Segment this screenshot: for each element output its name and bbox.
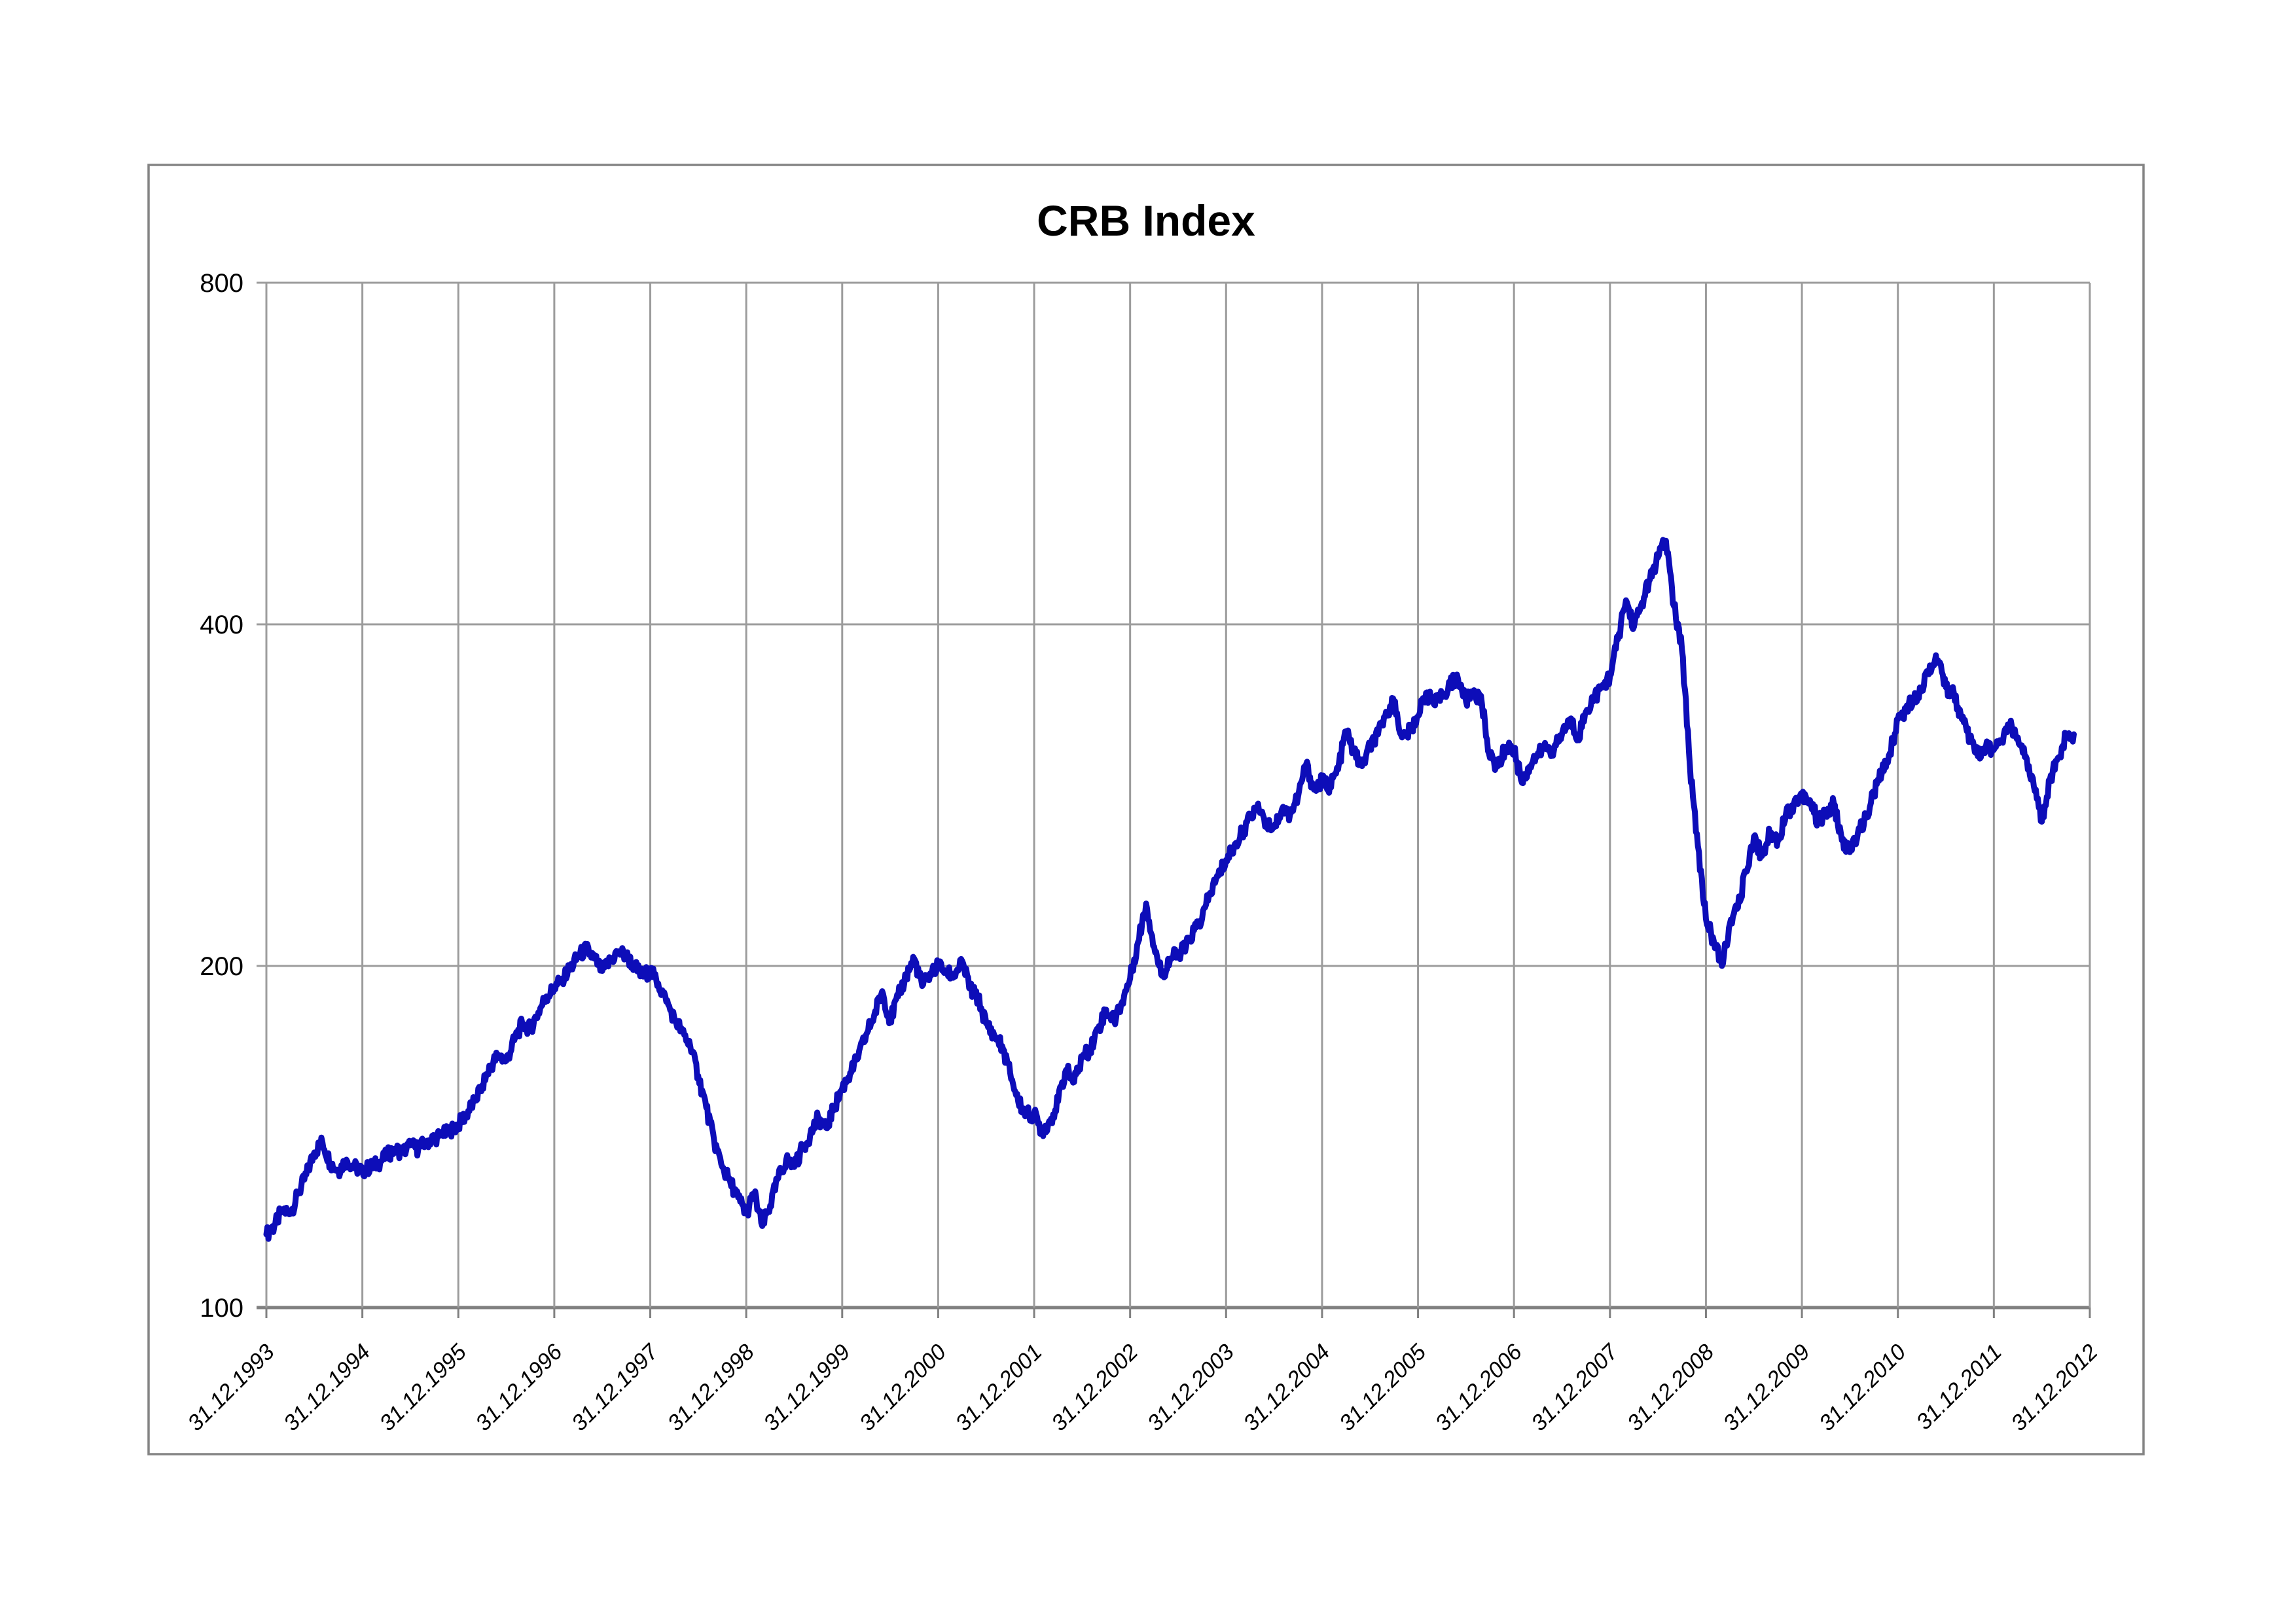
y-tick-label: 800 [200, 269, 243, 298]
chart-border [147, 164, 2145, 1455]
chart-title: CRB Index [1037, 196, 1255, 245]
x-axis-ticks [265, 1308, 2091, 1318]
y-tick-label: 400 [200, 611, 243, 639]
vertical-gridlines [265, 283, 2091, 1308]
y-axis-labels: 800 400 200 100 [200, 269, 243, 1323]
crb-line-path [263, 537, 2077, 1242]
y-tick-label: 200 [200, 952, 243, 981]
horizontal-gridlines [257, 281, 2090, 1310]
series-line-crb [263, 537, 2077, 1242]
y-tick-label: 100 [200, 1294, 243, 1323]
